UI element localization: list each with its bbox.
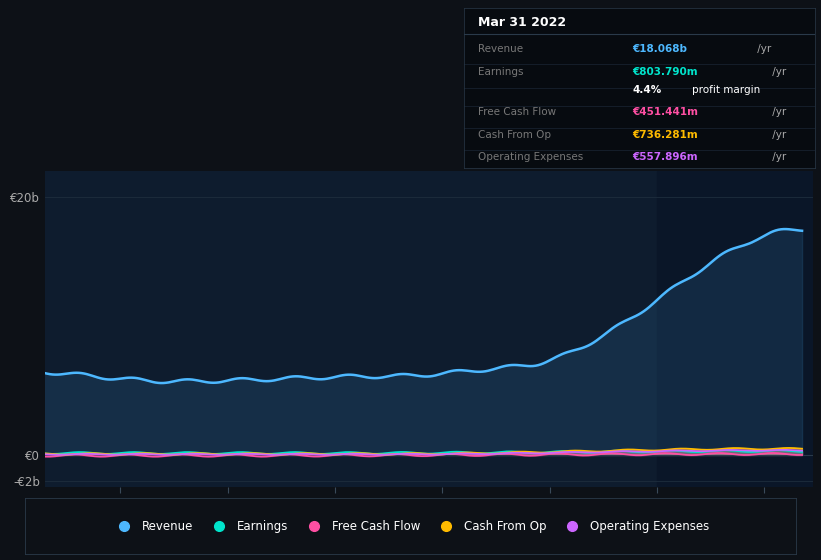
Text: €451.441m: €451.441m <box>632 108 699 118</box>
Text: /yr: /yr <box>754 44 772 54</box>
Text: €736.281m: €736.281m <box>632 130 699 139</box>
Text: Operating Expenses: Operating Expenses <box>478 152 583 162</box>
Text: Mar 31 2022: Mar 31 2022 <box>478 16 566 29</box>
Text: Revenue: Revenue <box>478 44 523 54</box>
Text: €557.896m: €557.896m <box>632 152 698 162</box>
Text: profit margin: profit margin <box>692 85 760 95</box>
Text: €18.068b: €18.068b <box>632 44 687 54</box>
Legend: Revenue, Earnings, Free Cash Flow, Cash From Op, Operating Expenses: Revenue, Earnings, Free Cash Flow, Cash … <box>106 514 715 539</box>
Text: Free Cash Flow: Free Cash Flow <box>478 108 556 118</box>
Text: €803.790m: €803.790m <box>632 67 698 77</box>
Text: /yr: /yr <box>769 130 787 139</box>
Text: 4.4%: 4.4% <box>632 85 662 95</box>
Text: /yr: /yr <box>769 67 787 77</box>
Text: /yr: /yr <box>769 108 787 118</box>
Bar <box>657 171 821 487</box>
Text: Earnings: Earnings <box>478 67 524 77</box>
Text: /yr: /yr <box>769 152 787 162</box>
Text: Cash From Op: Cash From Op <box>478 130 551 139</box>
